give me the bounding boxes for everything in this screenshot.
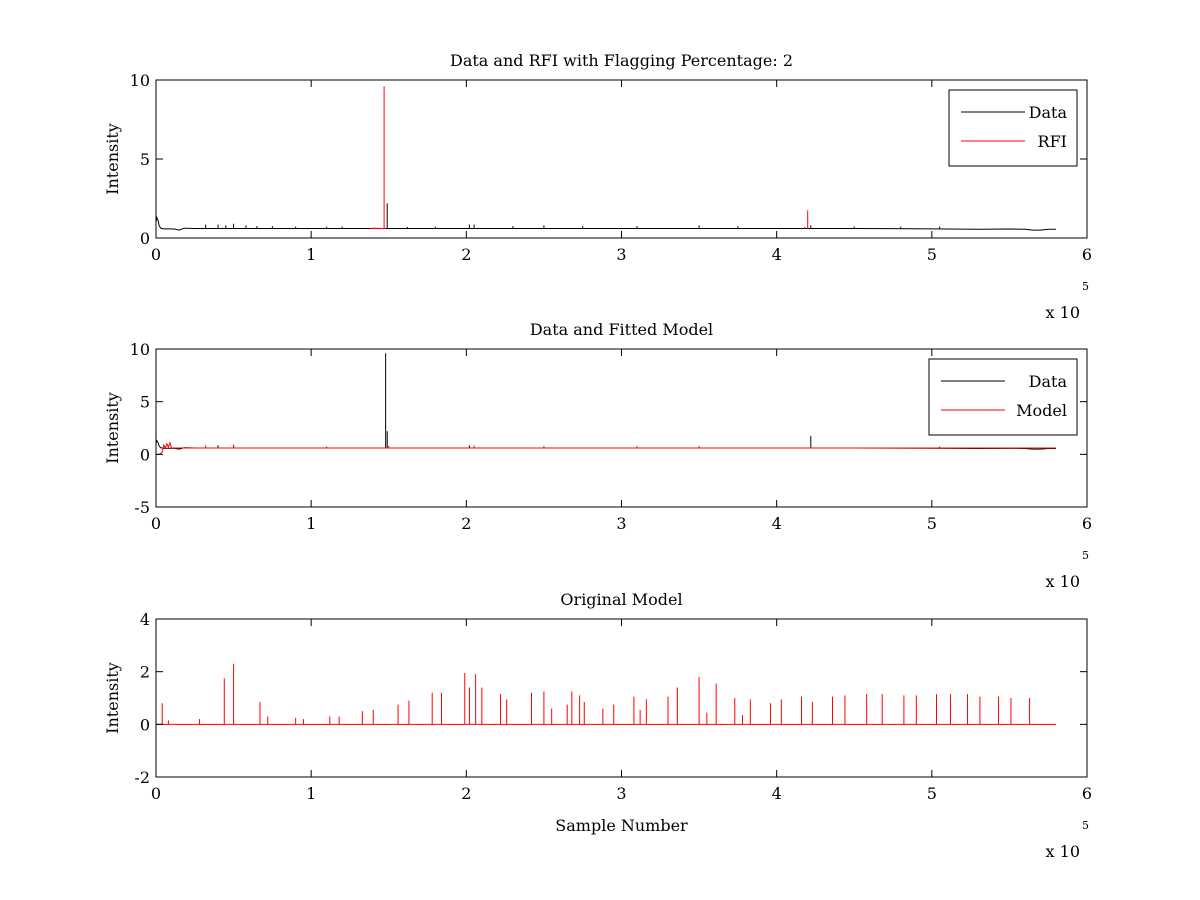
x-tick-label: 1 <box>306 245 316 264</box>
legend: Data RFI <box>948 89 1078 167</box>
chart-title: Data and Fitted Model <box>530 320 713 339</box>
x-tick-label: 5 <box>927 784 937 803</box>
y-tick-label: 0 <box>140 715 150 734</box>
plot-area <box>156 353 1056 455</box>
x-tick-label: 2 <box>461 245 471 264</box>
axes-box <box>155 618 1088 778</box>
x-tick-label: 4 <box>772 784 782 803</box>
chart-title: Original Model <box>560 590 682 609</box>
legend-label: Data <box>1029 103 1068 122</box>
x-multiplier: x 10 <box>1046 303 1080 322</box>
x-multiplier: x 10 <box>1046 842 1080 861</box>
x-tick-label: 5 <box>927 245 937 264</box>
x-tick-label: 5 <box>927 514 937 533</box>
subplot-1: 0 1 2 3 4 5 6 0 5 10 Data and RFI with Flagging Pe… <box>103 51 1092 322</box>
x-tick-label: 3 <box>616 784 626 803</box>
series-data <box>156 353 1056 450</box>
legend-box <box>948 89 1078 167</box>
x-tick-label: 3 <box>616 245 626 264</box>
series-rfi <box>370 86 809 230</box>
y-tick-label: 10 <box>130 71 150 90</box>
y-tick-label: 4 <box>140 610 150 629</box>
series-line <box>156 441 1056 455</box>
y-tick-label: 5 <box>140 393 150 412</box>
series-line <box>156 215 1056 231</box>
y-tick-label: 5 <box>140 150 150 169</box>
x-tick-label: 4 <box>772 514 782 533</box>
y-axis-label: Intensity <box>103 662 122 734</box>
y-tick-label: 0 <box>140 229 150 248</box>
x-axis-label: Sample Number <box>555 816 688 835</box>
series-model <box>156 441 1056 455</box>
legend-label: Data <box>1029 372 1068 391</box>
x-tick-label: 6 <box>1082 514 1092 533</box>
y-tick-label: -2 <box>134 768 150 787</box>
chart-title: Data and RFI with Flagging Percentage: 2 <box>450 51 793 70</box>
x-tick-label: 1 <box>306 784 316 803</box>
x-tick-label: 0 <box>151 784 161 803</box>
x-tick-label: 6 <box>1082 784 1092 803</box>
x-tick-label: 2 <box>461 514 471 533</box>
y-axis-label: Intensity <box>103 123 122 195</box>
x-multiplier-exponent: 5 <box>1082 549 1089 562</box>
legend-label: RFI <box>1038 132 1067 151</box>
x-tick-label: 6 <box>1082 245 1092 264</box>
x-multiplier-exponent: 5 <box>1082 280 1089 293</box>
legend-box <box>928 358 1078 436</box>
plot-area <box>156 86 1056 231</box>
axes-box <box>155 79 1088 239</box>
y-tick-label: 10 <box>130 340 150 359</box>
x-tick-label: 2 <box>461 784 471 803</box>
y-tick-label: 2 <box>140 663 150 682</box>
series-model <box>156 663 1056 725</box>
series-data <box>156 203 1056 231</box>
y-axis-label: Intensity <box>103 392 122 464</box>
x-multiplier-exponent: 5 <box>1082 819 1089 832</box>
x-tick-label: 0 <box>151 245 161 264</box>
x-tick-label: 4 <box>772 245 782 264</box>
legend: Data Model <box>928 358 1078 436</box>
plot-area <box>156 663 1056 725</box>
y-tick-label: 0 <box>140 445 150 464</box>
y-tick-label: -5 <box>134 498 150 517</box>
x-tick-label: 1 <box>306 514 316 533</box>
x-tick-label: 3 <box>616 514 626 533</box>
x-multiplier: x 10 <box>1046 572 1080 591</box>
x-tick-label: 0 <box>151 514 161 533</box>
legend-label: Model <box>1016 401 1067 420</box>
